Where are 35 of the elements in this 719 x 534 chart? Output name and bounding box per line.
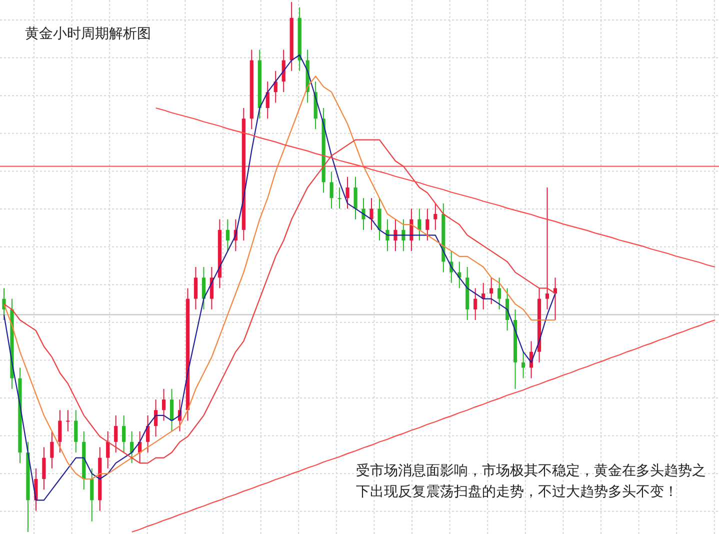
candlestick bbox=[521, 351, 526, 379]
candlestick bbox=[553, 277, 558, 320]
candlestick bbox=[2, 288, 6, 320]
candlestick bbox=[122, 414, 126, 453]
candlestick bbox=[370, 198, 374, 230]
candlestick bbox=[266, 81, 270, 120]
candlestick bbox=[378, 198, 382, 241]
annotation: 受市场消息面影响，市场极其不稳定，黄金在多头趋势之下出现反复震荡扫盘的走势，不过大趋势多头不变！ bbox=[356, 463, 706, 500]
candlestick bbox=[194, 266, 198, 310]
candlestick bbox=[330, 171, 334, 210]
candlestick bbox=[386, 218, 390, 252]
candlestick bbox=[106, 430, 110, 469]
candlestick bbox=[74, 410, 78, 453]
candlestick bbox=[545, 187, 550, 310]
candlestick bbox=[338, 187, 342, 210]
candlestick bbox=[42, 446, 46, 490]
candlestick bbox=[434, 202, 438, 230]
candlestick bbox=[90, 468, 94, 522]
candlestick bbox=[58, 410, 62, 453]
candlestick bbox=[426, 208, 430, 241]
candlestick bbox=[146, 414, 150, 453]
candlestick bbox=[346, 176, 350, 210]
candlestick bbox=[490, 277, 494, 305]
candlestick bbox=[170, 388, 174, 432]
candlestick bbox=[362, 198, 366, 230]
candlestick bbox=[202, 266, 206, 310]
candlestick bbox=[66, 410, 70, 432]
candlestick bbox=[354, 176, 358, 220]
candlestick bbox=[498, 277, 502, 310]
candlestick bbox=[474, 288, 478, 320]
text: 黄金小时周期解析图 bbox=[25, 26, 151, 42]
candlestick bbox=[226, 218, 230, 252]
candlestick bbox=[114, 414, 118, 453]
candlestick bbox=[50, 430, 54, 469]
candlestick bbox=[162, 388, 166, 422]
